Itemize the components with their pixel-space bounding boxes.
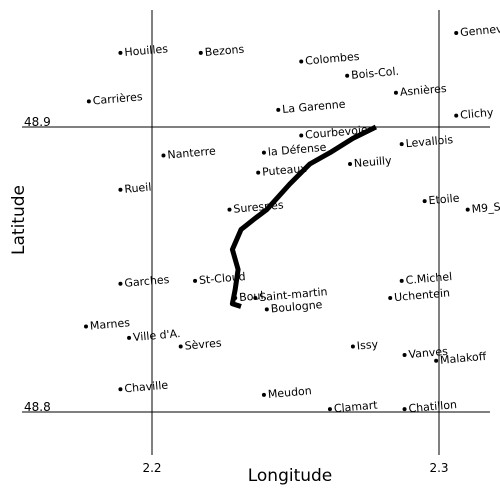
place-label-carri-res: Carrières — [92, 90, 143, 107]
place-label-rueil: Rueil — [124, 181, 152, 196]
place-label-courbevoie: Courbevoie — [305, 123, 369, 141]
x-tick-label-0: 2.2 — [142, 461, 161, 475]
place-label-uchentein: Uchentein — [394, 286, 451, 304]
axes-frame — [22, 10, 490, 455]
place-marker-uchentein — [388, 296, 393, 300]
place-marker-boulogne — [264, 307, 269, 312]
place-label-bezons: Bezons — [204, 43, 245, 59]
place-marker-c-michel — [399, 278, 404, 283]
place-label-c-michel: C.Michel — [405, 270, 453, 287]
place-label-m9-s: M9_S — [471, 200, 500, 215]
place-label-boulogne: Boulogne — [270, 298, 323, 315]
place-marker-meudon — [261, 392, 266, 397]
place-label-colombes: Colombes — [305, 50, 361, 68]
y-tick-label-0: 48.9 — [24, 115, 51, 129]
place-marker-clichy — [454, 113, 459, 118]
place-marker-malakoff — [434, 358, 439, 363]
place-label-gennevilliers: Gennevilliers — [460, 20, 500, 39]
place-label-garches: Garches — [124, 273, 170, 290]
place-marker-chatillon — [402, 407, 407, 412]
place-marker-la-garenne — [276, 107, 281, 112]
place-label-ville-d-a: Ville d'A. — [132, 327, 181, 344]
place-marker-saint-martin — [253, 296, 258, 300]
place-marker-gennevilliers — [454, 30, 459, 35]
x-axis-label: Longitude — [247, 466, 333, 486]
place-label-clichy: Clichy — [460, 106, 495, 122]
place-label-vanves: Vanves — [408, 345, 449, 361]
place-label-saint-martin: Saint-martin — [259, 285, 328, 304]
place-marker-vanves — [402, 353, 407, 357]
place-marker-rueil — [118, 187, 123, 192]
place-label-clamart: Clamart — [333, 398, 378, 415]
y-tick-label-1: 48.8 — [24, 400, 51, 414]
place-marker-garches — [118, 281, 123, 286]
place-marker-suresnes — [227, 207, 232, 212]
y-axis-label: Latitude — [9, 185, 29, 255]
place-marker-clamart — [327, 407, 332, 412]
place-marker-marnes — [83, 324, 88, 329]
place-marker-courbevoie — [299, 133, 304, 138]
place-label-s-vres: Sèvres — [184, 336, 222, 352]
place-label-houilles: Houilles — [124, 42, 169, 59]
place-marker-m9-s — [465, 207, 470, 212]
place-marker-ville-d-a — [127, 335, 132, 340]
place-label-neuilly: Neuilly — [353, 154, 392, 170]
place-label-chatillon: Chatillon — [408, 398, 458, 415]
place-label-bois-col: Bois-Col. — [351, 65, 400, 82]
place-marker-puteaux — [256, 170, 261, 175]
place-marker-colombes — [299, 59, 304, 64]
place-marker-houilles — [118, 50, 123, 55]
place-marker-carri-res — [86, 99, 91, 104]
place-label-issy: Issy — [356, 338, 379, 353]
places-layer: Houilles Bezons Colombes Gennevilliers Bois-… — [83, 20, 500, 415]
place-marker-la-d-fense — [261, 150, 266, 155]
place-marker-st-cloud — [193, 278, 198, 283]
place-label-etoile: Etoile — [428, 192, 460, 208]
place-marker-chaville — [118, 387, 123, 392]
place-label-nanterre: Nanterre — [167, 144, 217, 161]
place-marker-nanterre — [161, 153, 166, 158]
place-marker-etoile — [422, 199, 427, 204]
place-label-la-d-fense: la Défense — [267, 141, 327, 159]
x-tick-label-1: 2.3 — [429, 461, 448, 475]
place-label-chaville: Chaville — [124, 379, 169, 396]
place-marker-issy — [350, 344, 355, 349]
place-marker-bois-col — [345, 73, 350, 78]
place-marker-levallois — [399, 142, 404, 147]
place-label-boul: Boul. — [239, 289, 268, 304]
place-label-malakoff: Malakoff — [440, 350, 488, 367]
place-label-marnes: Marnes — [89, 316, 130, 332]
route-layer — [229, 124, 378, 309]
place-label-levallois: Levallois — [405, 133, 454, 150]
place-label-la-garenne: La Garenne — [282, 98, 347, 116]
place-marker-s-vres — [178, 344, 183, 349]
place-marker-neuilly — [348, 162, 353, 167]
place-marker-asni-res — [393, 90, 398, 95]
route-line — [229, 124, 378, 309]
place-marker-bezons — [198, 50, 203, 55]
place-label-asni-res: Asnières — [399, 82, 447, 99]
tick-labels: 2.2 2.3 48.9 48.8 — [24, 115, 449, 475]
place-label-meudon: Meudon — [267, 384, 312, 401]
